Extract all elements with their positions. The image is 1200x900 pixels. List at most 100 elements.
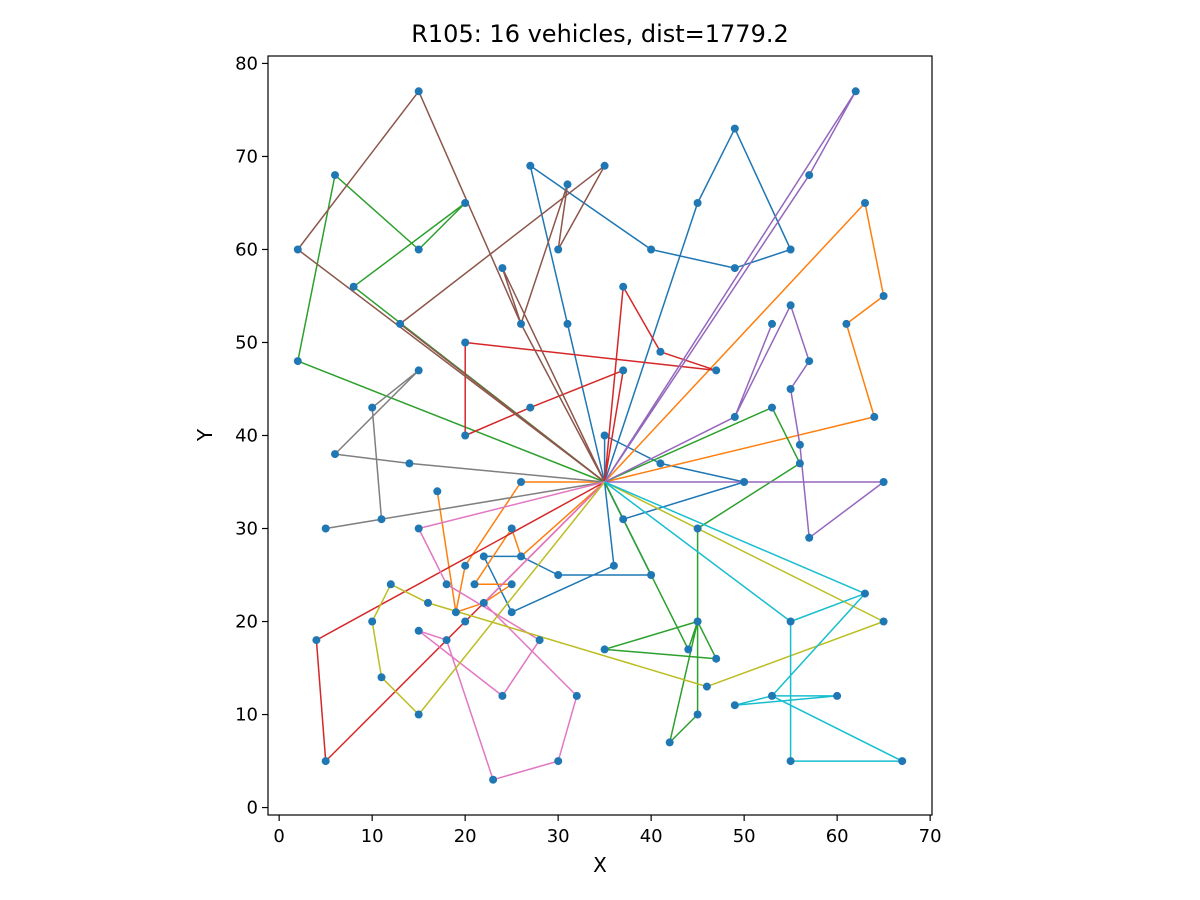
route-line bbox=[604, 202, 885, 483]
chart-title: R105: 16 vehicles, dist=1779.2 bbox=[411, 20, 789, 48]
x-tick-label: 60 bbox=[826, 826, 849, 847]
customer-point bbox=[730, 412, 739, 421]
customer-point bbox=[879, 617, 888, 626]
x-tick-label: 30 bbox=[547, 826, 570, 847]
route-line bbox=[417, 481, 606, 781]
customer-point bbox=[517, 478, 525, 486]
customer-point bbox=[461, 338, 470, 347]
customer-point bbox=[489, 775, 498, 784]
route-line bbox=[603, 90, 857, 483]
customer-point bbox=[730, 701, 739, 710]
customer-point bbox=[898, 757, 907, 766]
customer-point bbox=[861, 199, 869, 207]
customer-point bbox=[517, 319, 525, 328]
customer-point bbox=[414, 87, 423, 96]
customer-point bbox=[768, 691, 776, 700]
customer-point bbox=[702, 682, 711, 691]
y-tick-label: 30 bbox=[235, 519, 258, 540]
customer-point bbox=[786, 245, 795, 254]
customer-point bbox=[554, 245, 563, 254]
customer-point bbox=[414, 626, 423, 635]
customer-point bbox=[712, 366, 721, 375]
customer-point bbox=[833, 691, 842, 700]
y-tick-label: 10 bbox=[235, 705, 258, 726]
customer-point bbox=[665, 738, 674, 747]
customer-point bbox=[712, 654, 721, 663]
customer-point bbox=[554, 757, 563, 766]
y-tick-label: 50 bbox=[235, 332, 258, 353]
customer-point bbox=[619, 282, 628, 291]
customer-point bbox=[786, 301, 795, 310]
customer-point bbox=[331, 450, 339, 459]
customer-point bbox=[535, 636, 544, 645]
customer-point bbox=[879, 478, 888, 486]
customer-point bbox=[433, 487, 442, 496]
y-tick-label: 80 bbox=[235, 53, 258, 74]
customer-point bbox=[730, 264, 739, 273]
customer-point bbox=[442, 636, 451, 645]
customer-point bbox=[786, 757, 795, 766]
customer-point bbox=[693, 617, 702, 626]
customer-point bbox=[293, 245, 302, 254]
customer-point bbox=[600, 161, 609, 170]
customer-point bbox=[740, 478, 749, 486]
x-tick-label: 0 bbox=[273, 826, 284, 847]
route-line bbox=[436, 481, 606, 613]
customer-point bbox=[786, 617, 795, 626]
customer-point bbox=[405, 459, 414, 468]
customer-point bbox=[619, 515, 628, 524]
x-axis-ticks: 0 10 20 30 40 50 60 70 bbox=[273, 815, 942, 847]
customer-point bbox=[498, 691, 507, 700]
customer-point bbox=[851, 87, 860, 96]
customer-point bbox=[461, 561, 470, 570]
customer-point bbox=[479, 598, 488, 607]
customer-point bbox=[479, 552, 488, 561]
customer-point bbox=[349, 282, 358, 291]
customer-point bbox=[572, 691, 581, 700]
customer-point bbox=[554, 571, 563, 579]
customer-point bbox=[600, 645, 609, 654]
customer-point bbox=[526, 403, 535, 412]
customer-point bbox=[526, 161, 535, 170]
route-line bbox=[604, 481, 903, 762]
customer-point bbox=[507, 580, 516, 589]
customer-point bbox=[396, 319, 405, 328]
customer-point bbox=[368, 403, 377, 412]
customer-point bbox=[619, 366, 628, 375]
y-tick-label: 70 bbox=[235, 146, 258, 167]
x-tick-label: 20 bbox=[454, 826, 477, 847]
y-tick-label: 20 bbox=[235, 612, 258, 633]
customer-point bbox=[507, 524, 516, 533]
customer-point bbox=[805, 533, 814, 542]
customer-point bbox=[600, 431, 609, 440]
y-tick-label: 0 bbox=[247, 798, 258, 819]
x-tick-label: 70 bbox=[919, 826, 942, 847]
customer-point bbox=[563, 319, 572, 328]
customer-point bbox=[312, 636, 321, 645]
customer-point bbox=[656, 347, 665, 356]
customer-point bbox=[386, 580, 395, 589]
customer-points-layer bbox=[293, 87, 907, 784]
customer-point bbox=[647, 571, 656, 579]
customer-point bbox=[517, 552, 525, 561]
x-tick-label: 50 bbox=[733, 826, 756, 847]
x-axis-label: X bbox=[593, 853, 607, 877]
customer-point bbox=[609, 561, 618, 570]
customer-point bbox=[321, 524, 330, 533]
customer-point bbox=[461, 431, 470, 440]
customer-point bbox=[795, 440, 804, 449]
customer-point bbox=[377, 673, 386, 682]
customer-point bbox=[563, 180, 572, 189]
customer-point bbox=[368, 617, 377, 626]
customer-point bbox=[507, 608, 516, 617]
customer-point bbox=[647, 245, 656, 254]
route-line bbox=[324, 369, 605, 530]
customer-point bbox=[414, 245, 423, 254]
customer-point bbox=[795, 459, 804, 468]
customer-point bbox=[842, 319, 851, 328]
y-axis-ticks: 0 10 20 30 40 50 60 70 80 bbox=[235, 53, 268, 819]
route-line bbox=[483, 481, 652, 613]
y-tick-label: 40 bbox=[235, 426, 258, 447]
